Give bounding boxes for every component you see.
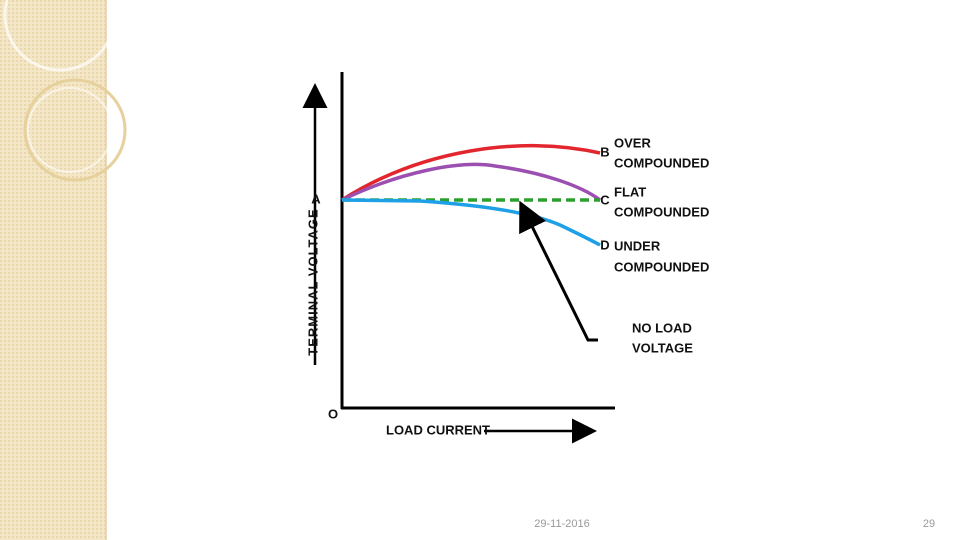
origin-label: O — [328, 406, 338, 421]
point-label: A — [311, 191, 321, 206]
curve-label: COMPOUNDED — [614, 155, 709, 170]
diagram: TERMINAL VOLTAGE LOAD CURRENT O A B OVER… — [302, 72, 709, 444]
curve-label: COMPOUNDED — [614, 204, 709, 219]
deco-circle — [3, 0, 117, 72]
deco-circle — [23, 78, 127, 182]
pointer-arrow — [519, 200, 598, 342]
reference-label: NO LOAD — [632, 320, 692, 335]
flat-compounded-curve — [341, 162, 602, 202]
point-label: D — [600, 237, 609, 252]
curve-label: OVER — [614, 135, 651, 150]
point-label: C — [600, 192, 610, 207]
x-axis-label: LOAD CURRENT — [386, 422, 490, 437]
point-label: B — [600, 144, 609, 159]
page-number: 29 — [923, 518, 935, 530]
side-panel — [0, 0, 127, 540]
reference-label: VOLTAGE — [632, 340, 693, 355]
y-axis-label: TERMINAL VOLTAGE — [305, 208, 320, 355]
over-compounded-curve — [341, 143, 601, 202]
deco-circle — [27, 87, 113, 173]
panel-bg — [0, 0, 106, 540]
curve-label: COMPOUNDED — [614, 259, 709, 274]
curve-label: UNDER — [614, 238, 661, 253]
under-compounded-curve — [341, 198, 601, 247]
footer-date: 29-11-2016 — [534, 518, 589, 530]
curve-label: FLAT — [614, 184, 646, 199]
